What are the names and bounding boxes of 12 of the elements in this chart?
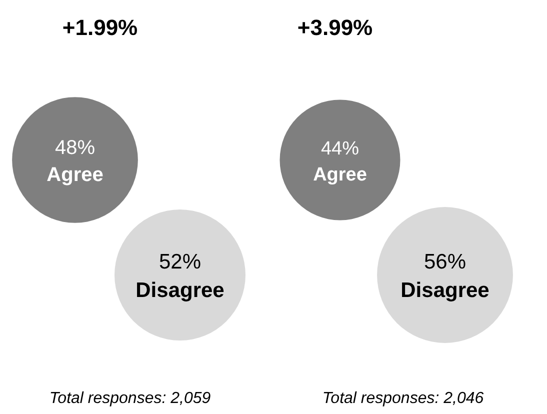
data-label: 52% bbox=[158, 250, 202, 274]
category-label: Agree bbox=[313, 164, 367, 186]
data-label: 48% bbox=[54, 137, 96, 159]
category-label: Disagree bbox=[136, 278, 224, 302]
text: Total responses: 2,059 bbox=[49, 390, 211, 407]
category-label: Agree bbox=[46, 164, 104, 186]
text: +1.99% bbox=[62, 15, 138, 40]
data-label: 44% bbox=[320, 138, 360, 160]
data-label: 56% bbox=[424, 250, 466, 274]
text: Total responses: 2,046 bbox=[322, 390, 484, 407]
text: +3.99% bbox=[297, 15, 373, 40]
category-label: Disagree bbox=[400, 278, 490, 302]
